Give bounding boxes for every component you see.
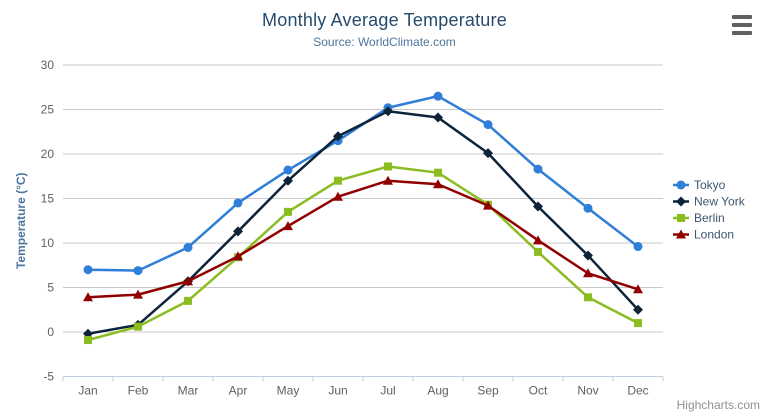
data-point-marker[interactable] (84, 336, 92, 345)
y-axis-label: 5 (47, 281, 54, 295)
y-axis-label: 10 (41, 236, 55, 250)
hamburger-icon (732, 23, 752, 27)
series-line[interactable] (86, 110, 640, 336)
data-point-marker[interactable] (184, 296, 192, 305)
x-axis-label: Sep (477, 384, 499, 398)
data-point-marker[interactable] (633, 284, 643, 294)
y-axis-label: 20 (41, 147, 55, 161)
data-point-marker[interactable] (533, 235, 543, 245)
y-axis-label: -5 (43, 370, 54, 384)
y-axis-label: 30 (41, 58, 55, 72)
series-new-york[interactable] (83, 106, 643, 339)
data-point-marker[interactable] (284, 207, 292, 216)
data-point-marker[interactable] (383, 106, 393, 117)
data-point-marker[interactable] (533, 201, 543, 212)
data-point-marker[interactable] (83, 265, 93, 275)
data-point-marker[interactable] (283, 175, 293, 186)
legend-item-london[interactable] (673, 229, 689, 239)
legend-item-berlin[interactable] (673, 214, 689, 222)
legend-label: New York (694, 195, 746, 209)
data-point-marker[interactable] (83, 292, 93, 302)
data-point-marker[interactable] (384, 162, 392, 171)
data-point-marker[interactable] (283, 221, 293, 231)
x-axis-label: Mar (178, 384, 199, 398)
series-london[interactable] (83, 175, 643, 302)
data-point-marker[interactable] (233, 226, 243, 237)
chart-title: Monthly Average Temperature (262, 10, 507, 30)
legend-item-tokyo[interactable] (673, 180, 689, 190)
series-line[interactable] (86, 179, 640, 299)
data-point-marker[interactable] (233, 251, 243, 261)
data-point-marker[interactable] (634, 319, 642, 328)
data-point-marker[interactable] (183, 242, 193, 252)
legend-label: Berlin (694, 211, 725, 225)
data-point-marker[interactable] (433, 179, 443, 189)
data-point-marker[interactable] (333, 131, 343, 142)
data-point-marker[interactable] (534, 247, 542, 256)
series-tokyo[interactable] (83, 91, 643, 276)
data-point-marker[interactable] (283, 165, 293, 175)
x-axis-label: Feb (128, 384, 149, 398)
x-axis-label: Jan (78, 384, 97, 398)
data-point-marker[interactable] (483, 200, 493, 210)
data-point-marker[interactable] (133, 289, 143, 299)
data-point-marker[interactable] (676, 196, 686, 207)
data-point-marker[interactable] (134, 322, 142, 331)
legend-label: London (694, 228, 734, 242)
data-point-marker[interactable] (433, 112, 443, 123)
data-point-marker[interactable] (583, 203, 593, 213)
data-point-marker[interactable] (333, 191, 343, 201)
data-point-marker[interactable] (334, 176, 342, 185)
data-point-marker[interactable] (633, 242, 643, 252)
x-axis-label: Aug (427, 384, 448, 398)
chart-context-menu-button[interactable] (729, 13, 755, 37)
y-axis-label: 25 (41, 103, 55, 117)
data-point-marker[interactable] (433, 91, 443, 101)
x-axis-label: Nov (577, 384, 598, 398)
y-axis-label: 15 (41, 192, 55, 206)
legend-item-new-york[interactable] (673, 196, 689, 207)
credits-link[interactable]: Highcharts.com (676, 398, 760, 412)
data-point-marker[interactable] (583, 250, 593, 261)
x-axis-label: May (277, 384, 300, 398)
x-axis-label: Apr (229, 384, 248, 398)
series-line[interactable] (86, 165, 640, 342)
data-point-marker[interactable] (233, 198, 243, 208)
y-axis-title: Temperature (°C) (14, 172, 28, 269)
data-point-marker[interactable] (583, 268, 593, 278)
data-point-marker[interactable] (533, 164, 543, 174)
data-point-marker[interactable] (483, 120, 493, 130)
hamburger-icon (732, 15, 752, 19)
x-axis-label: Jun (328, 384, 347, 398)
data-point-marker[interactable] (633, 304, 643, 315)
data-point-marker[interactable] (434, 168, 442, 177)
data-point-marker[interactable] (676, 180, 686, 190)
data-point-marker[interactable] (383, 175, 393, 185)
data-point-marker[interactable] (584, 293, 592, 302)
data-point-marker[interactable] (183, 276, 193, 286)
y-axis-label: 0 (47, 325, 54, 339)
data-point-marker[interactable] (676, 229, 686, 239)
x-axis-label: Jul (380, 384, 395, 398)
x-axis-label: Oct (529, 384, 548, 398)
legend-label: Tokyo (694, 178, 726, 192)
data-point-marker[interactable] (483, 148, 493, 159)
chart-subtitle: Source: WorldClimate.com (313, 35, 456, 49)
x-axis-label: Dec (627, 384, 648, 398)
data-point-marker[interactable] (133, 266, 143, 276)
data-point-marker[interactable] (677, 214, 685, 222)
hamburger-icon (732, 31, 752, 35)
series-line[interactable] (86, 94, 640, 272)
